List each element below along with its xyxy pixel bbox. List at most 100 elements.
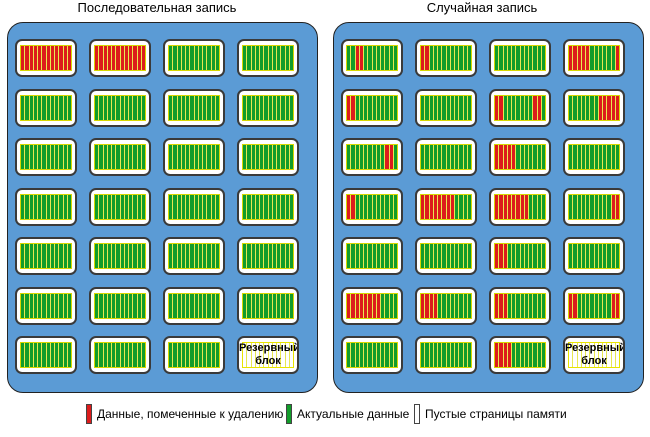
actual-page	[186, 343, 191, 367]
actual-page	[533, 195, 538, 219]
random-block	[415, 237, 477, 275]
actual-page	[120, 244, 125, 268]
actual-page	[124, 244, 129, 268]
page-strip	[20, 293, 72, 319]
actual-page	[133, 343, 138, 367]
actual-page	[573, 145, 578, 169]
actual-page	[173, 46, 178, 70]
actual-page	[133, 145, 138, 169]
deleted-page	[450, 195, 455, 219]
actual-page	[281, 145, 286, 169]
actual-page	[520, 96, 525, 120]
actual-page	[355, 96, 360, 120]
page-strip	[242, 342, 294, 368]
actual-page	[277, 96, 282, 120]
random-block	[563, 138, 625, 176]
actual-page	[393, 343, 397, 367]
actual-page	[137, 145, 142, 169]
deleted-page	[46, 46, 51, 70]
actual-page	[438, 96, 443, 120]
actual-page	[103, 244, 108, 268]
page-strip	[346, 194, 398, 220]
actual-page	[59, 96, 64, 120]
actual-page	[507, 294, 512, 318]
empty-page	[581, 343, 586, 367]
actual-page	[376, 244, 381, 268]
actual-page	[272, 195, 277, 219]
page-strip	[20, 342, 72, 368]
random-block	[563, 188, 625, 226]
actual-page	[169, 244, 174, 268]
actual-page	[507, 46, 512, 70]
actual-page	[194, 244, 199, 268]
actual-page	[112, 343, 117, 367]
actual-page	[433, 343, 438, 367]
actual-page	[50, 244, 55, 268]
actual-page	[289, 195, 293, 219]
actual-page	[611, 46, 616, 70]
actual-page	[446, 145, 451, 169]
actual-page	[38, 244, 43, 268]
deleted-page	[495, 244, 500, 268]
actual-page	[277, 244, 282, 268]
deleted-page	[499, 145, 504, 169]
empty-page	[247, 343, 252, 367]
actual-page	[141, 343, 145, 367]
deleted-page	[512, 145, 517, 169]
actual-page	[499, 46, 504, 70]
actual-page	[198, 343, 203, 367]
actual-page	[529, 244, 534, 268]
actual-page	[512, 343, 517, 367]
actual-page	[364, 46, 369, 70]
actual-page	[524, 294, 529, 318]
actual-page	[173, 195, 178, 219]
actual-page	[393, 46, 397, 70]
deleted-page	[112, 46, 117, 70]
actual-page	[421, 343, 426, 367]
actual-page	[359, 195, 364, 219]
actual-page	[207, 195, 212, 219]
empty-page	[615, 343, 619, 367]
deleted-page	[385, 145, 390, 169]
actual-page	[429, 145, 434, 169]
actual-page	[467, 244, 471, 268]
actual-page	[46, 145, 51, 169]
page-strip	[168, 194, 220, 220]
actual-page	[137, 244, 142, 268]
deleted-page	[586, 46, 591, 70]
deleted-page	[137, 46, 142, 70]
actual-page	[512, 46, 517, 70]
actual-page	[503, 96, 508, 120]
actual-page	[264, 96, 269, 120]
actual-page	[95, 96, 100, 120]
deleted-page	[429, 294, 434, 318]
deleted-page	[524, 195, 529, 219]
page-strip	[168, 293, 220, 319]
actual-page	[359, 96, 364, 120]
actual-page	[541, 145, 545, 169]
actual-page	[459, 46, 464, 70]
deleted-page	[133, 46, 138, 70]
deleted-page	[38, 46, 43, 70]
legend-actual-label: Актуальные данные	[297, 407, 410, 421]
actual-page	[372, 46, 377, 70]
actual-page	[264, 195, 269, 219]
actual-page	[512, 96, 517, 120]
actual-page	[63, 343, 68, 367]
random-block	[563, 237, 625, 275]
empty-page	[264, 343, 269, 367]
page-strip	[94, 95, 146, 121]
actual-page	[368, 343, 373, 367]
actual-page	[425, 96, 430, 120]
actual-page	[446, 96, 451, 120]
actual-page	[59, 145, 64, 169]
actual-page	[116, 145, 121, 169]
deleted-page	[347, 96, 352, 120]
actual-page	[99, 145, 104, 169]
actual-page	[425, 343, 430, 367]
actual-page	[281, 195, 286, 219]
actual-page	[29, 96, 34, 120]
actual-page	[264, 294, 269, 318]
random-block	[415, 138, 477, 176]
actual-page	[55, 244, 60, 268]
